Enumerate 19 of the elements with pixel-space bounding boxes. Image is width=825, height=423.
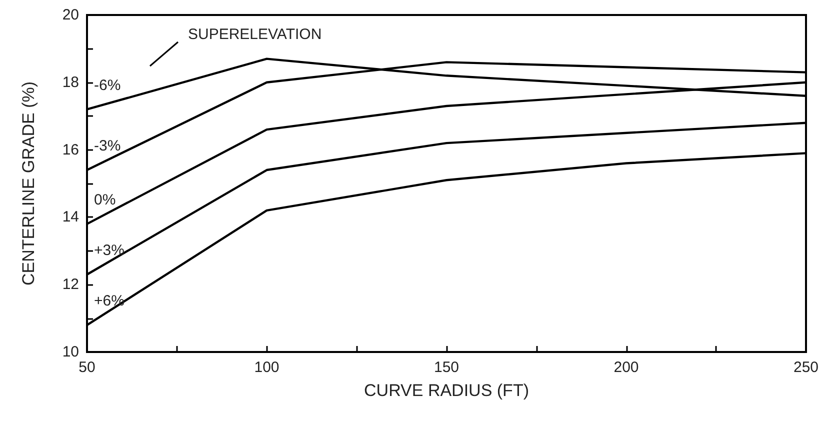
x-axis-title: CURVE RADIUS (FT)	[364, 381, 529, 400]
y-tick-label: 10	[62, 344, 79, 360]
y-axis-title: CENTERLINE GRADE (%)	[19, 81, 38, 286]
y-tick-label: 18	[62, 74, 79, 91]
x-tick-label: 250	[793, 359, 819, 376]
x-tick-label: 200	[614, 359, 639, 376]
series-label: +3%	[94, 242, 124, 259]
legend-title: SUPERELEVATION	[188, 26, 322, 43]
series-label: +6%	[94, 292, 124, 310]
series-label: 0%	[94, 191, 116, 208]
x-tick-label: 100	[254, 359, 280, 376]
y-tick-label: 12	[62, 276, 79, 294]
x-tick-label: 150	[434, 359, 460, 376]
y-tick-label: 16	[62, 141, 79, 158]
series-label: -3%	[94, 138, 121, 155]
x-tick-label: 50	[78, 359, 96, 376]
y-tick-label: 14	[62, 208, 79, 226]
y-tick-label: 20	[62, 6, 79, 24]
series-label: -6%	[94, 76, 121, 94]
